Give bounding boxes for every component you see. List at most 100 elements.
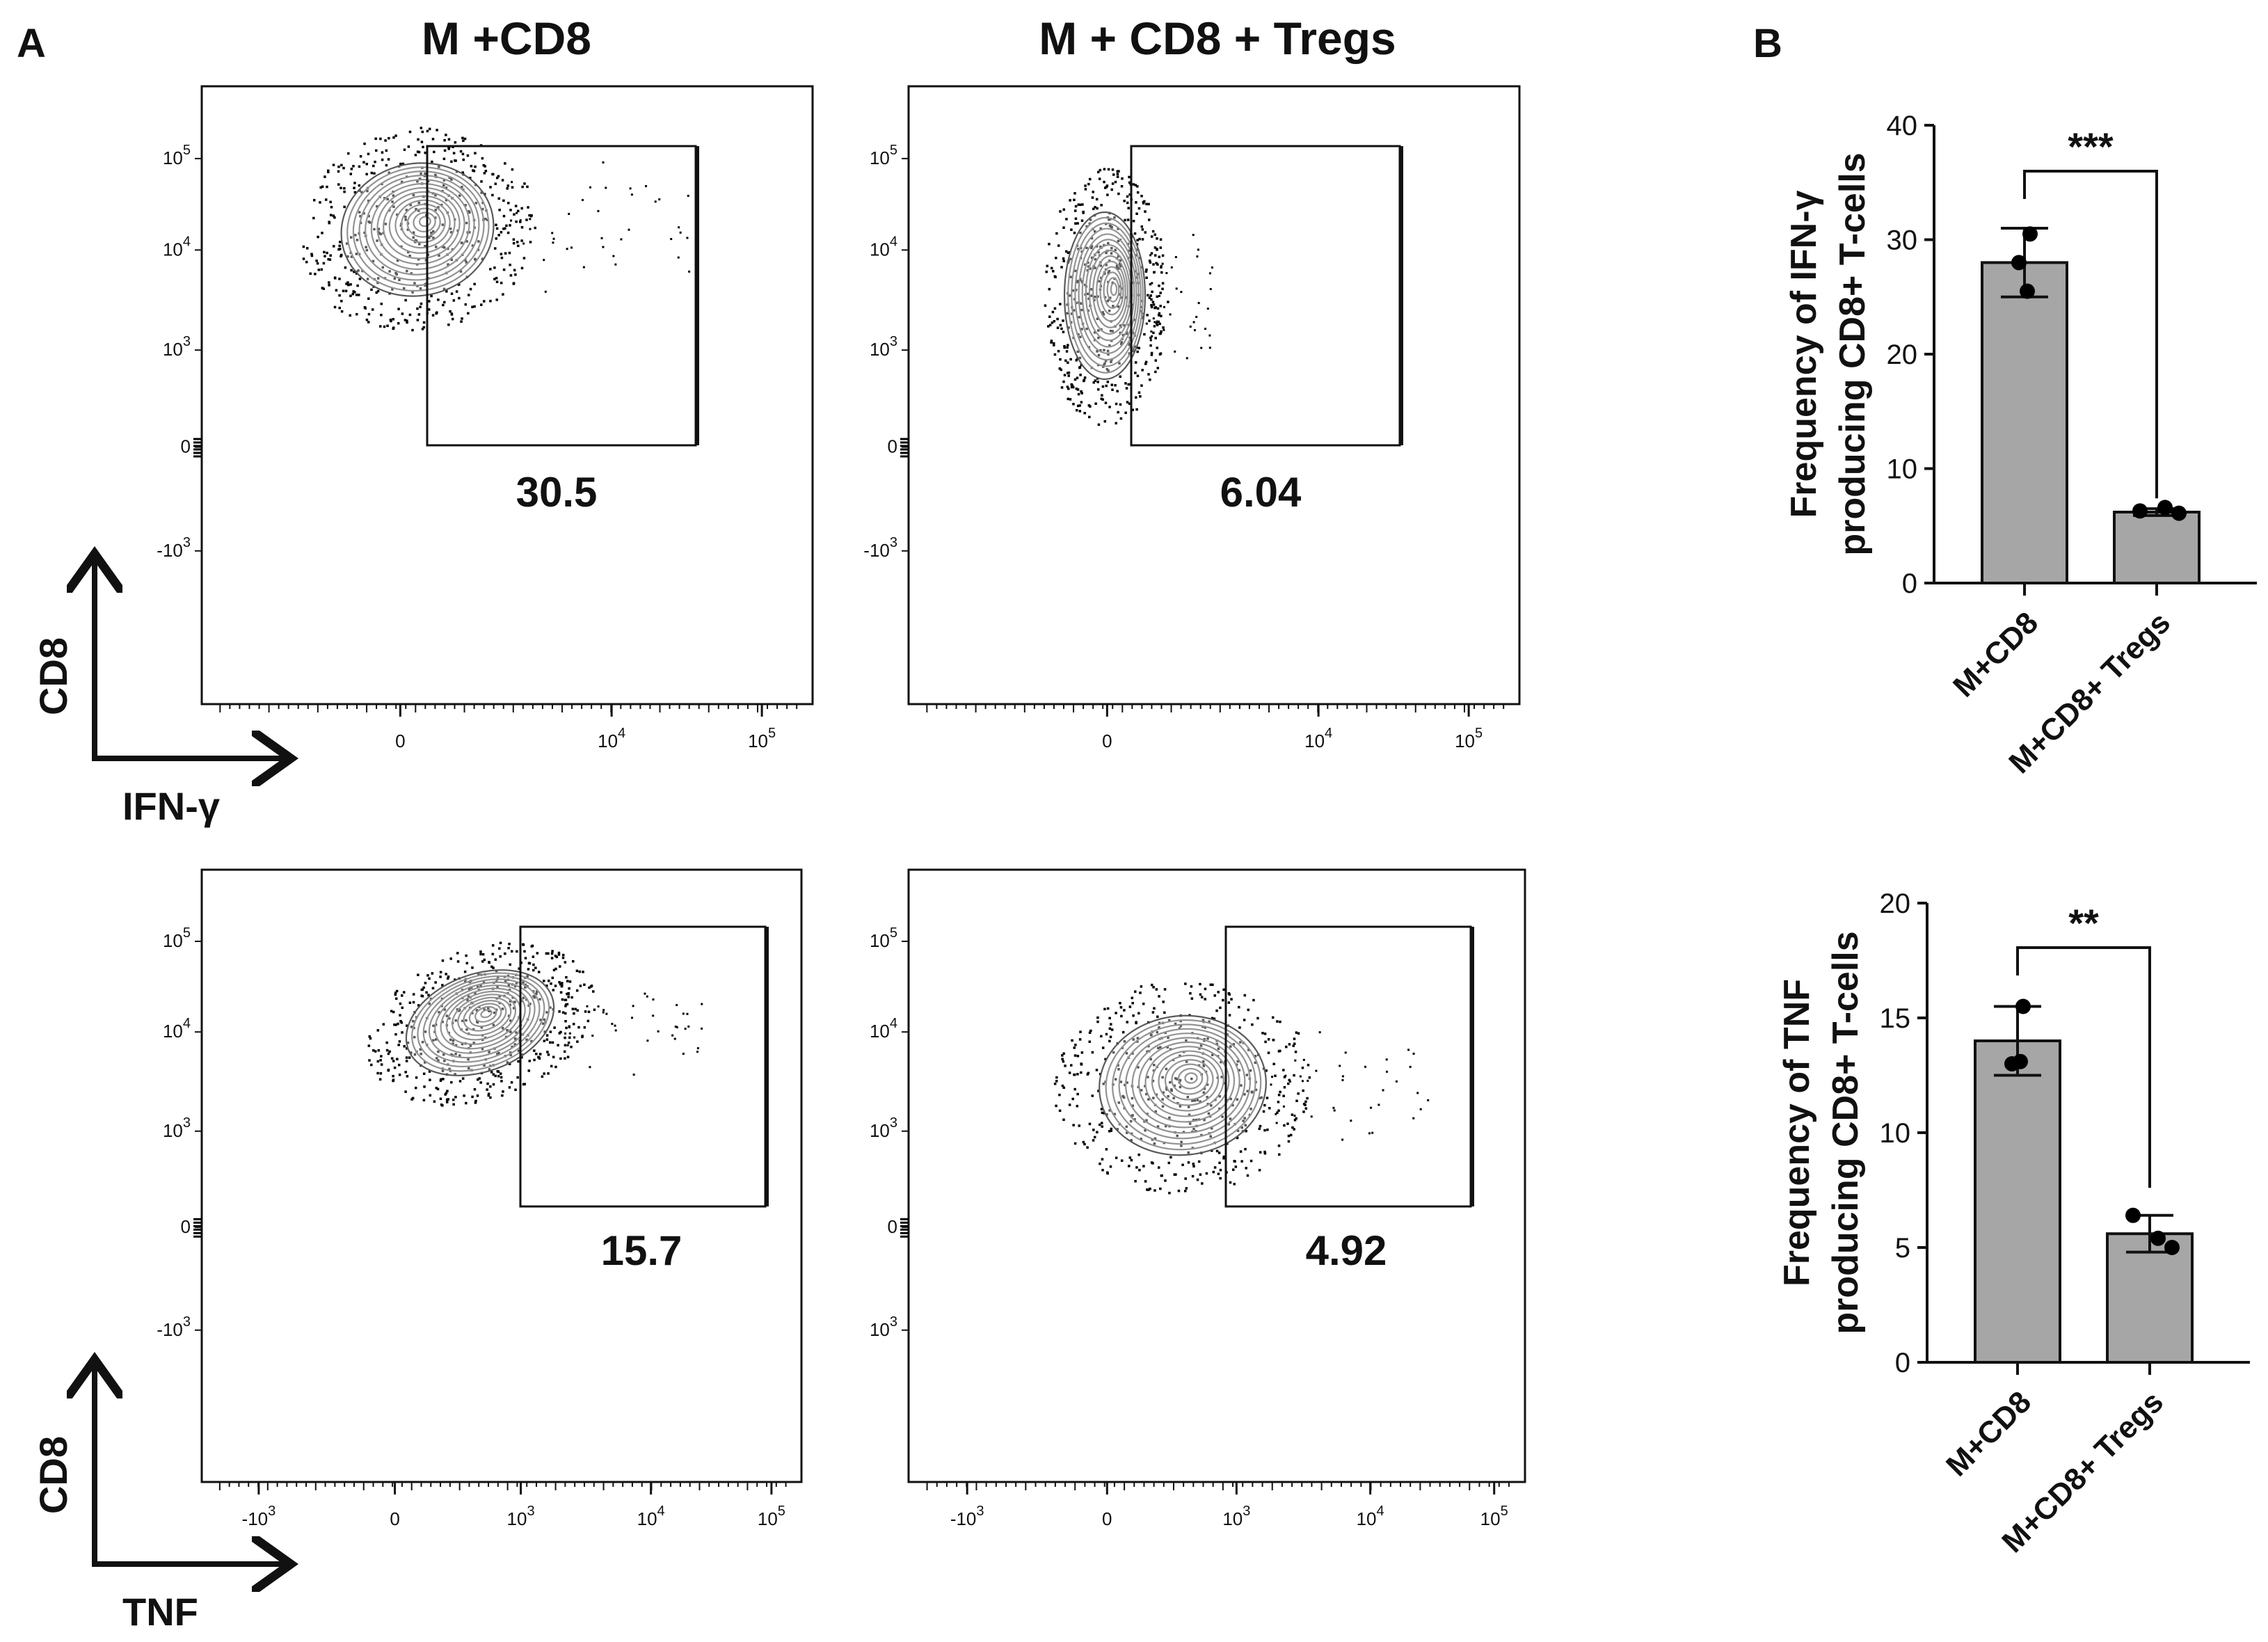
- event-dot: [394, 993, 397, 996]
- event-dot: [1260, 1096, 1263, 1099]
- contour-line: [1158, 1054, 1220, 1106]
- event-dot: [1126, 1021, 1128, 1023]
- event-dot: [416, 319, 420, 321]
- event-dot: [480, 303, 483, 306]
- event-dot: [571, 959, 575, 963]
- event-dot: [1242, 1119, 1245, 1122]
- event-dot: [1236, 1136, 1239, 1140]
- event-dot: [1105, 185, 1108, 189]
- event-dot: [1137, 1153, 1140, 1156]
- event-dot: [1295, 1099, 1298, 1103]
- bar: [2113, 511, 2201, 585]
- event-dot: [460, 320, 463, 323]
- event-dot: [466, 998, 469, 1002]
- event-dot: [1259, 1151, 1262, 1154]
- event-dot: [1128, 181, 1131, 184]
- event-dot: [1120, 341, 1123, 344]
- event-dot: [454, 1096, 457, 1099]
- event-dot: [1276, 1020, 1279, 1023]
- event-dot: [1206, 1037, 1209, 1040]
- event-dot: [367, 152, 370, 156]
- event-dot: [1192, 1127, 1195, 1131]
- event-dot: [600, 237, 603, 239]
- event-dot: [1060, 368, 1062, 372]
- x-tick-label: 104: [637, 1504, 665, 1529]
- event-dot: [1096, 1016, 1099, 1019]
- event-dot: [1078, 356, 1082, 360]
- event-dot: [1096, 170, 1100, 174]
- event-dot: [1150, 298, 1153, 301]
- event-dot: [380, 313, 383, 317]
- event-dot: [1119, 296, 1123, 299]
- event-dot: [446, 977, 449, 980]
- event-dot: [522, 981, 525, 984]
- event-dot: [593, 1008, 596, 1012]
- event-dot: [1106, 299, 1110, 303]
- event-dot: [368, 221, 372, 224]
- data-point: [2013, 1053, 2028, 1069]
- event-dot: [431, 230, 435, 233]
- event-dot: [1231, 1103, 1234, 1107]
- event-dot: [1271, 1076, 1274, 1078]
- event-dot: [1120, 1014, 1123, 1018]
- event-dot: [1110, 225, 1112, 228]
- event-dot: [317, 235, 319, 239]
- event-dot: [1128, 402, 1131, 405]
- x-tick-label: -103: [242, 1504, 276, 1529]
- event-dot: [1271, 1016, 1275, 1019]
- event-dot: [390, 1057, 394, 1060]
- event-dot: [388, 171, 391, 174]
- event-dot: [1064, 250, 1068, 253]
- event-dot: [1154, 337, 1157, 340]
- event-dot: [487, 1092, 490, 1096]
- event-dot: [506, 187, 509, 190]
- event-dot: [1110, 360, 1112, 363]
- event-dot: [436, 311, 438, 314]
- event-dot: [445, 1014, 449, 1017]
- y-tick-label: 104: [870, 1016, 897, 1042]
- event-dot: [438, 254, 440, 257]
- event-dot: [486, 1082, 489, 1085]
- event-dot: [1105, 1113, 1108, 1116]
- event-dot: [353, 182, 356, 184]
- event-dot: [535, 1053, 538, 1055]
- event-dot: [468, 980, 471, 984]
- x-tick-label: 104: [1357, 1504, 1384, 1529]
- event-dot: [1126, 201, 1129, 205]
- event-dot: [346, 255, 349, 258]
- event-dot: [1105, 367, 1109, 371]
- event-dot: [557, 953, 561, 956]
- event-dot: [1185, 1039, 1188, 1042]
- event-dot: [369, 1037, 372, 1040]
- event-dot: [421, 1041, 424, 1044]
- y-axis-label-line2: producing CD8+ T-cells: [1832, 152, 1873, 555]
- event-dot: [386, 198, 389, 201]
- event-dot: [514, 1088, 517, 1092]
- event-dot: [333, 216, 336, 219]
- event-dot: [374, 160, 376, 164]
- event-dot: [575, 969, 579, 973]
- event-dot: [1192, 234, 1195, 237]
- event-dot: [1304, 1107, 1308, 1110]
- event-dot: [550, 957, 554, 959]
- event-dot: [1099, 349, 1102, 352]
- event-dot: [1069, 358, 1072, 361]
- event-dot: [476, 1020, 479, 1023]
- event-dot: [1203, 1039, 1206, 1042]
- event-dot: [1233, 1160, 1236, 1163]
- event-dot: [493, 266, 496, 269]
- event-dot: [568, 1032, 571, 1035]
- event-dot: [1270, 1083, 1272, 1086]
- event-dot: [558, 1010, 561, 1013]
- event-dot: [449, 957, 452, 960]
- event-dot: [1293, 1037, 1296, 1040]
- event-dot: [1279, 1020, 1281, 1023]
- event-dot: [326, 251, 328, 255]
- event-dot: [426, 129, 429, 133]
- event-dot: [1159, 246, 1163, 249]
- event-dot: [421, 988, 424, 991]
- event-dot: [1159, 292, 1162, 294]
- event-dot: [508, 942, 511, 946]
- event-dot: [1217, 991, 1220, 994]
